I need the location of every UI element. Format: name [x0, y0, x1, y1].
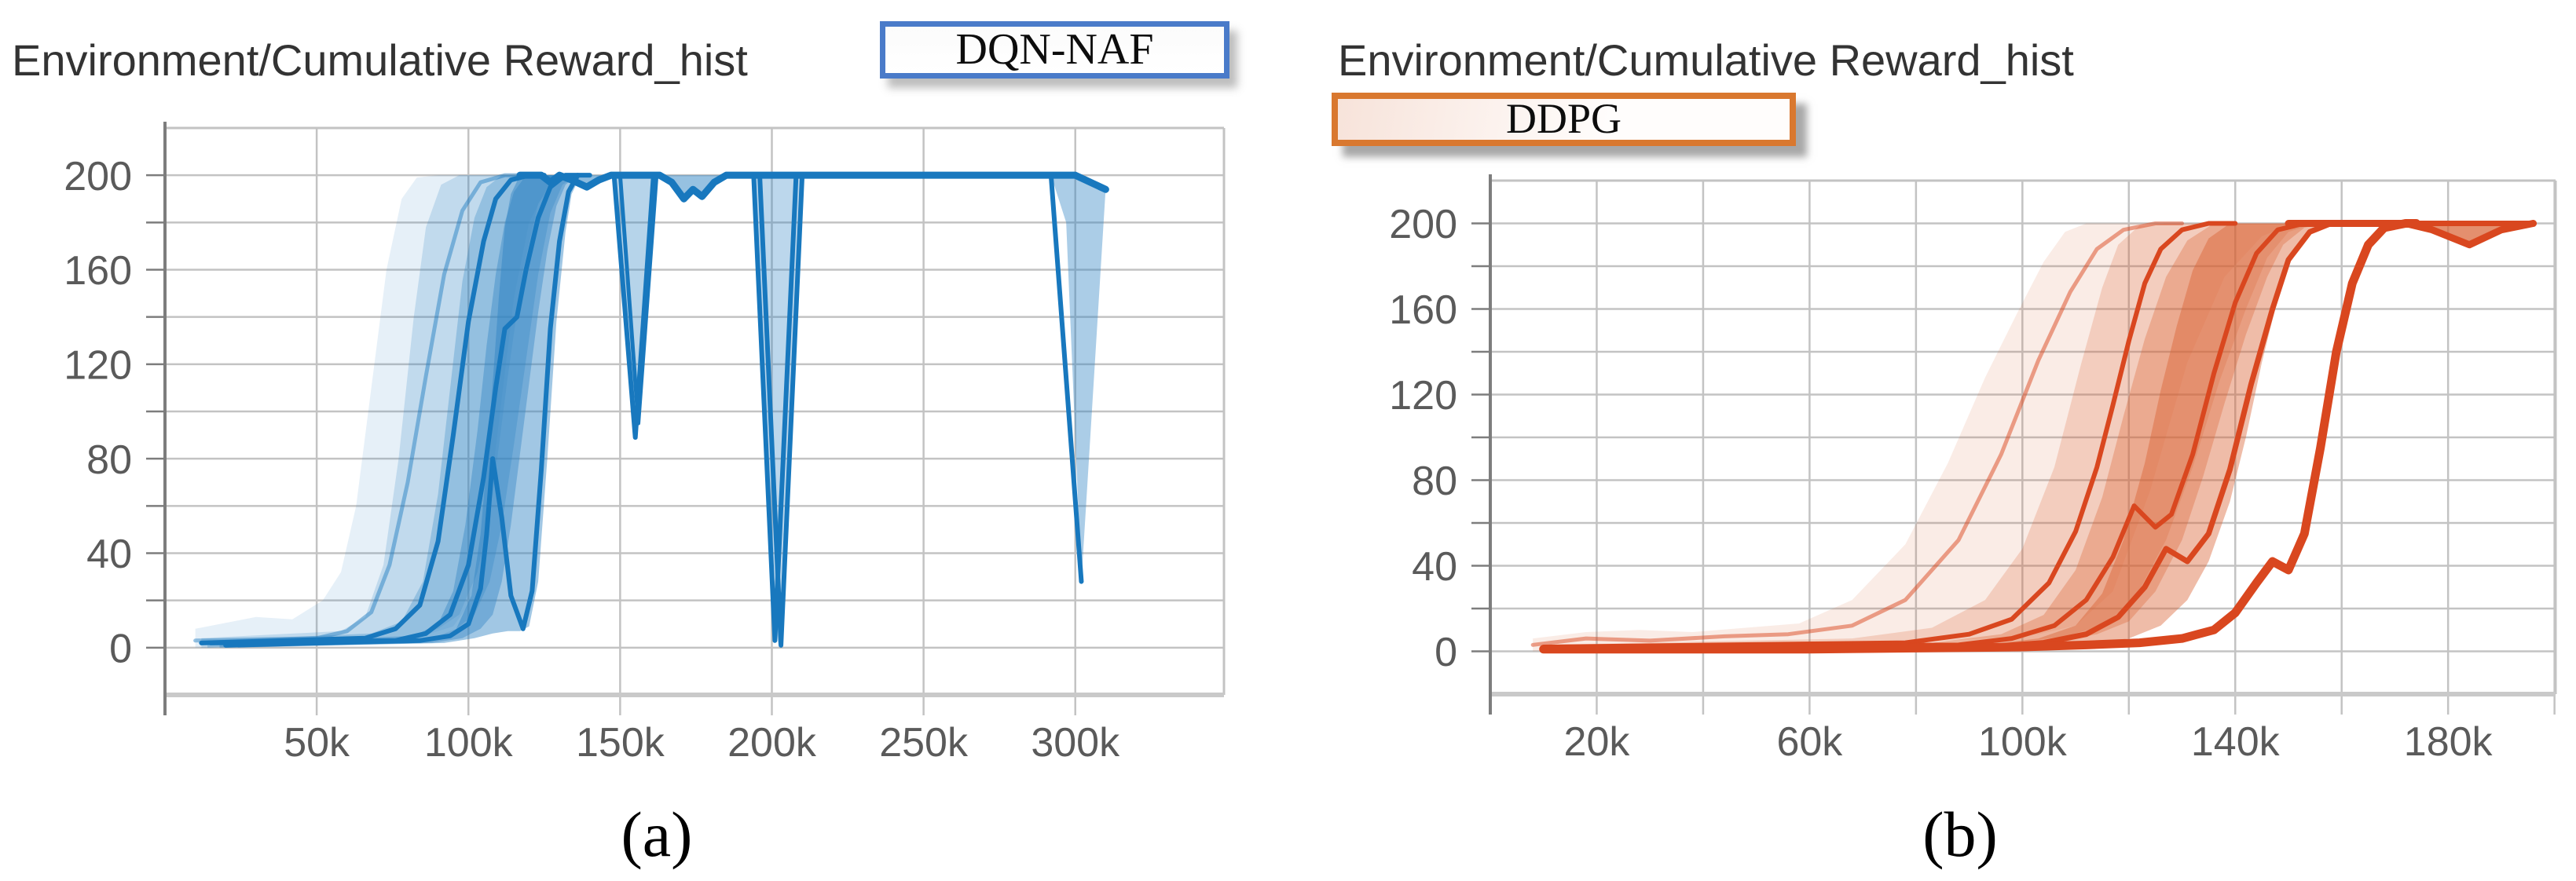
- series-band: [201, 175, 590, 648]
- series-line: [199, 173, 547, 645]
- series-band: [195, 175, 590, 648]
- series-line: [1048, 173, 1084, 584]
- series-line: [516, 171, 1109, 203]
- y-tick-label: 40: [1412, 544, 1457, 590]
- series-band: [219, 175, 590, 648]
- y-tick-label: 120: [64, 343, 132, 389]
- series-line: [1552, 221, 2318, 650]
- x-tick-label: 100k: [424, 720, 514, 766]
- series-line: [207, 173, 581, 645]
- y-tick-label: 120: [1389, 373, 1457, 419]
- y-tick-label: 40: [86, 532, 132, 577]
- series-line: [1541, 221, 2238, 650]
- series-line: [1562, 221, 2345, 653]
- chart-title-a: Environment/Cumulative Reward_hist: [12, 35, 748, 85]
- subfigure-caption-a: (a): [621, 799, 693, 870]
- legend-label-dqn-naf: DQN-NAF: [955, 25, 1154, 74]
- series-line: [751, 173, 799, 643]
- legend-box-dqn-naf: DQN-NAF: [880, 21, 1229, 79]
- y-tick-label: 80: [1412, 459, 1457, 504]
- x-tick-label: 50k: [284, 720, 350, 766]
- series-line: [757, 173, 805, 648]
- series-band: [207, 175, 590, 648]
- series-line: [617, 173, 659, 426]
- series-line: [1530, 221, 2185, 647]
- series-band: [1543, 223, 2534, 652]
- plot-area-ddpg: 0 40 80 120 160 200 20k 60k 100k 140k 180k: [1389, 174, 2557, 765]
- chart-title-b: Environment/Cumulative Reward_hist: [1338, 35, 2074, 85]
- subfigure-caption-b: (b): [1922, 799, 1998, 870]
- series-line: [611, 173, 656, 440]
- y-tick-label: 200: [1389, 202, 1457, 247]
- series-line: [223, 173, 592, 648]
- legend-label-ddpg: DDPG: [1505, 95, 1622, 142]
- x-tick-label: 300k: [1031, 720, 1120, 766]
- series-band: [1050, 175, 1106, 582]
- series-line: [1539, 219, 2421, 654]
- x-tick-label: 140k: [2191, 719, 2281, 765]
- y-tick-label: 160: [64, 248, 132, 294]
- x-tick-label: 150k: [576, 720, 665, 766]
- x-tick-label: 20k: [1564, 719, 1631, 765]
- y-tick-label: 0: [109, 627, 132, 672]
- series-line: [193, 173, 522, 643]
- x-tick-label: 100k: [1978, 719, 2068, 765]
- plot-area-dqn-naf: 0 40 80 120 160 200 50k 100k 150k 200k 250k 300k: [64, 122, 1226, 766]
- x-tick-label: 250k: [879, 720, 969, 766]
- y-tick-label: 160: [1389, 287, 1457, 333]
- y-tick-label: 80: [86, 437, 132, 483]
- legend-box-ddpg: DDPG: [1332, 93, 1796, 146]
- y-tick-label: 200: [64, 154, 132, 199]
- series-band: [1533, 223, 2534, 652]
- x-tick-label: 60k: [1776, 719, 1843, 765]
- y-tick-label: 0: [1435, 630, 1457, 675]
- x-tick-label: 200k: [727, 720, 817, 766]
- x-tick-label: 180k: [2404, 719, 2494, 765]
